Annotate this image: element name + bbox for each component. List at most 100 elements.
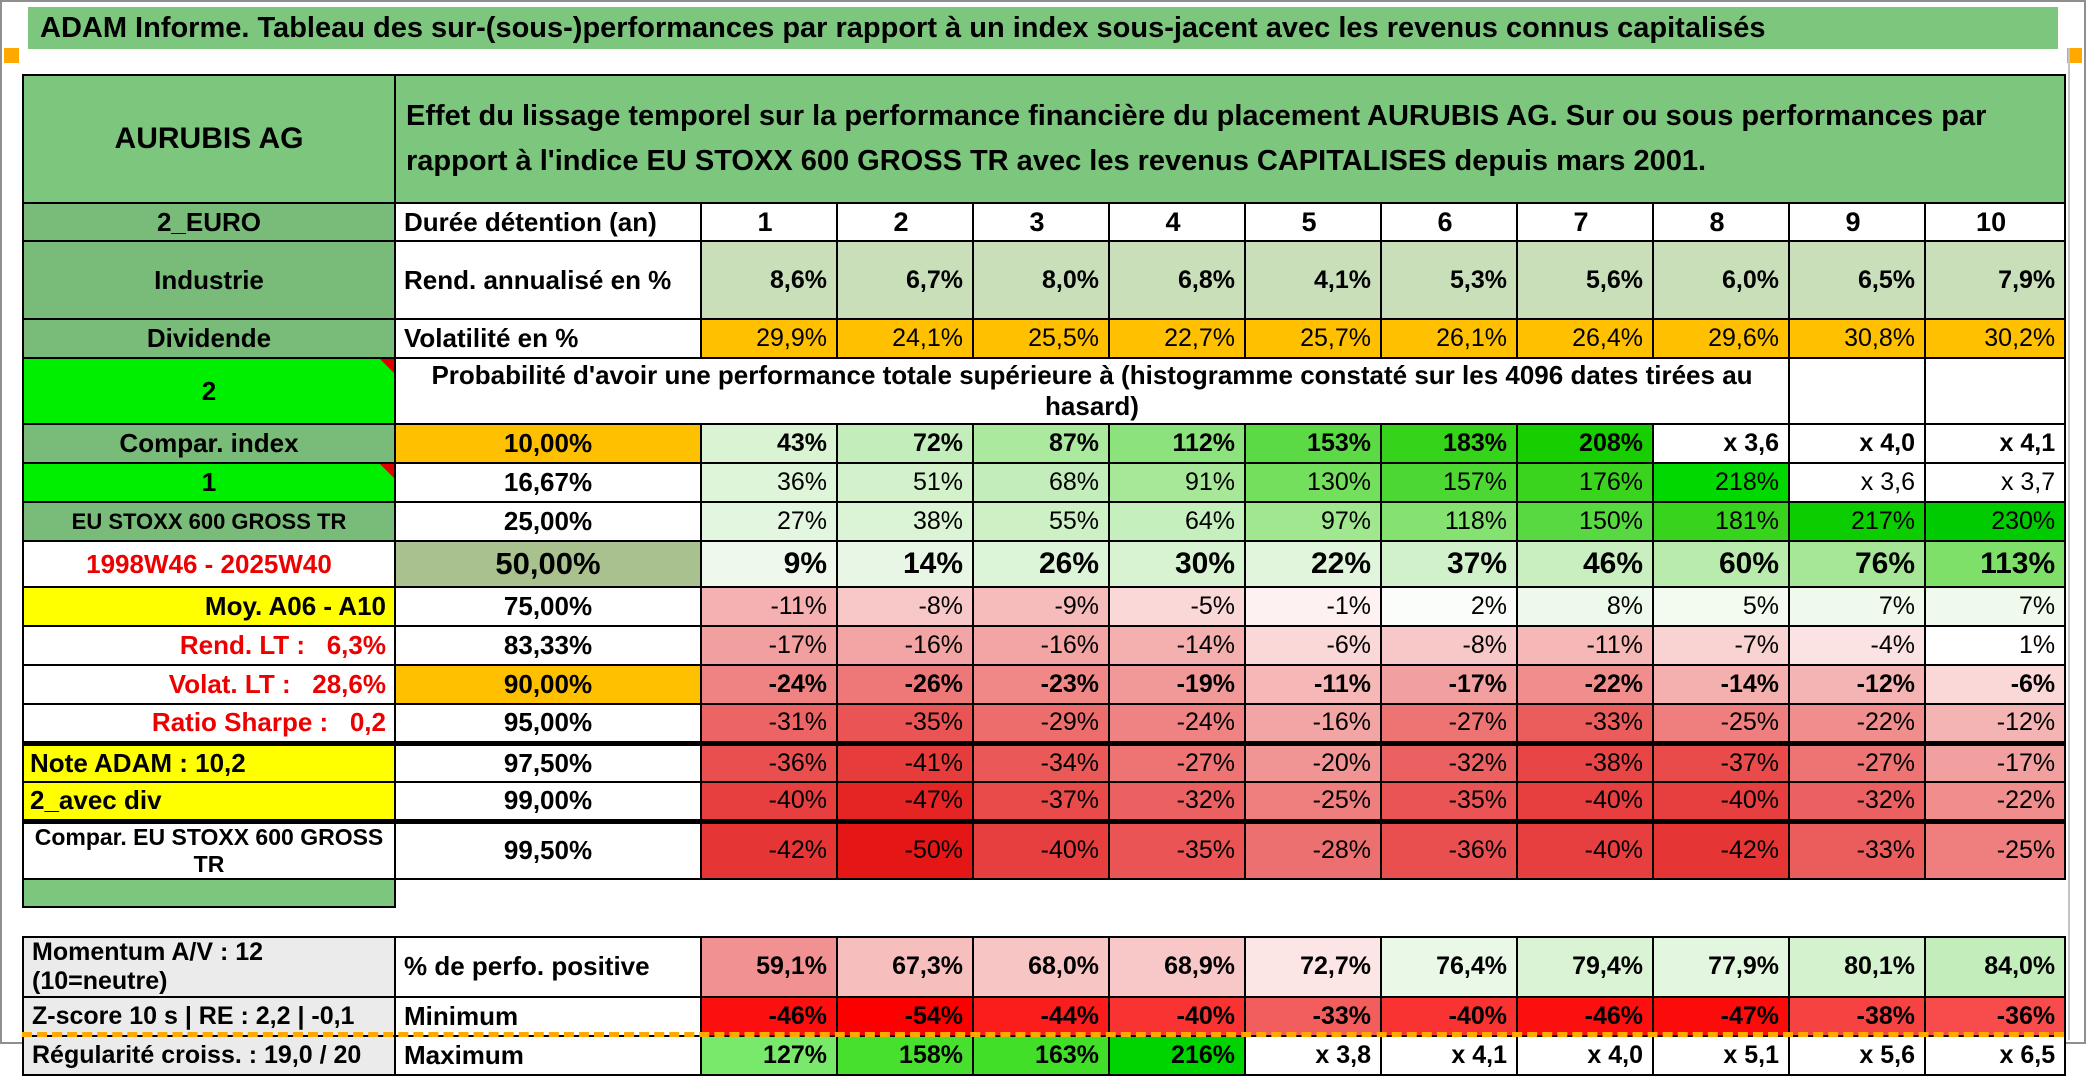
year-header-cell[interactable]: 10 [1923, 202, 2067, 242]
metric-cell[interactable]: 25,00% [394, 501, 702, 542]
value-cell[interactable]: -29% [972, 703, 1110, 744]
value-cell[interactable]: -40% [1516, 818, 1654, 880]
value-cell[interactable]: 38% [836, 501, 974, 542]
year-header-cell[interactable]: 6 [1380, 202, 1518, 242]
value-cell[interactable]: -25% [1652, 703, 1790, 744]
value-cell[interactable]: 37% [1380, 540, 1518, 588]
metric-cell[interactable]: 16,67% [394, 462, 702, 503]
value-cell[interactable]: -37% [972, 781, 1110, 822]
metric-cell[interactable]: Volatilité en % [394, 318, 702, 359]
value-cell[interactable]: 80,1% [1788, 935, 1926, 998]
value-cell[interactable]: 91% [1108, 462, 1246, 503]
value-cell[interactable]: 208% [1516, 423, 1654, 464]
value-cell[interactable]: 72% [836, 423, 974, 464]
row-label-cell[interactable]: EU STOXX 600 GROSS TR [22, 501, 396, 542]
metric-cell[interactable]: 97,50% [394, 740, 702, 783]
security-name-cell[interactable]: AURUBIS AG [22, 74, 396, 204]
value-cell[interactable]: 76,4% [1380, 935, 1518, 998]
value-cell[interactable]: x 5,1 [1652, 1034, 1790, 1076]
value-cell[interactable]: -6% [1923, 664, 2067, 705]
value-cell[interactable]: 26,1% [1380, 318, 1518, 359]
row-label-cell[interactable]: Volat. LT : 28,6% [22, 664, 396, 705]
value-cell[interactable]: -38% [1788, 995, 1926, 1037]
value-cell[interactable]: 29,6% [1652, 318, 1790, 359]
value-cell[interactable]: x 3,8 [1244, 1034, 1382, 1076]
value-cell[interactable]: -8% [836, 586, 974, 627]
row-label-cell[interactable]: Compar. EU STOXX 600 GROSS TR [22, 818, 396, 880]
value-cell[interactable]: -35% [836, 703, 974, 744]
value-cell[interactable]: 59,1% [700, 935, 838, 998]
value-cell[interactable]: -27% [1108, 740, 1246, 783]
value-cell[interactable]: 6,8% [1108, 240, 1246, 320]
value-cell[interactable]: 25,7% [1244, 318, 1382, 359]
value-cell[interactable]: -14% [1652, 664, 1790, 705]
value-cell[interactable]: x 6,5 [1923, 1034, 2067, 1076]
value-cell[interactable]: -47% [1652, 995, 1790, 1037]
metric-cell[interactable]: 83,33% [394, 625, 702, 666]
value-cell[interactable]: 64% [1108, 501, 1246, 542]
value-cell[interactable]: -40% [700, 781, 838, 822]
row-label-cell[interactable]: Z-score 10 s | RE : 2,2 | -0,1 [22, 995, 396, 1037]
value-cell[interactable]: 1% [1923, 625, 2067, 666]
value-cell[interactable]: 5% [1652, 586, 1790, 627]
year-header-cell[interactable]: 2 [836, 202, 974, 242]
probability-note-cell[interactable]: Probabilité d'avoir une performance tota… [394, 357, 1790, 425]
row-label-cell[interactable]: Ratio Sharpe : 0,2 [22, 703, 396, 744]
value-cell[interactable]: -32% [1788, 781, 1926, 822]
value-cell[interactable]: 46% [1516, 540, 1654, 588]
value-cell[interactable]: -37% [1652, 740, 1790, 783]
value-cell[interactable]: -44% [972, 995, 1110, 1037]
value-cell[interactable]: 130% [1244, 462, 1382, 503]
value-cell[interactable]: 24,1% [836, 318, 974, 359]
value-cell[interactable]: 14% [836, 540, 974, 588]
value-cell[interactable]: 6,7% [836, 240, 974, 320]
description-cell[interactable]: Effet du lissage temporel sur la perform… [393, 74, 2067, 204]
value-cell[interactable]: 30% [1108, 540, 1246, 588]
value-cell[interactable]: 5,3% [1380, 240, 1518, 320]
year-header-cell[interactable]: 8 [1652, 202, 1790, 242]
value-cell[interactable]: 22,7% [1108, 318, 1246, 359]
value-cell[interactable]: -12% [1788, 664, 1926, 705]
metric-cell[interactable]: Maximum [394, 1034, 702, 1076]
value-cell[interactable]: -41% [836, 740, 974, 783]
value-cell[interactable]: -40% [1108, 995, 1246, 1037]
value-cell[interactable]: -40% [972, 818, 1110, 880]
value-cell[interactable]: 68,0% [972, 935, 1110, 998]
value-cell[interactable]: -22% [1788, 703, 1926, 744]
value-cell[interactable]: -28% [1244, 818, 1382, 880]
value-cell[interactable]: -19% [1108, 664, 1246, 705]
value-cell[interactable]: 153% [1244, 423, 1382, 464]
empty-cell[interactable] [1923, 357, 2067, 425]
year-header-cell[interactable]: 3 [972, 202, 1110, 242]
value-cell[interactable]: -9% [972, 586, 1110, 627]
value-cell[interactable]: -31% [700, 703, 838, 744]
value-cell[interactable]: 113% [1923, 540, 2067, 588]
value-cell[interactable]: -34% [972, 740, 1110, 783]
value-cell[interactable]: -25% [1923, 818, 2067, 880]
value-cell[interactable]: -12% [1923, 703, 2067, 744]
value-cell[interactable]: -38% [1516, 740, 1654, 783]
metric-cell[interactable]: % de perfo. positive [394, 935, 702, 998]
value-cell[interactable]: -42% [1652, 818, 1790, 880]
value-cell[interactable]: 79,4% [1516, 935, 1654, 998]
value-cell[interactable]: 181% [1652, 501, 1790, 542]
value-cell[interactable]: -50% [836, 818, 974, 880]
year-header-cell[interactable]: 7 [1516, 202, 1654, 242]
value-cell[interactable]: x 3,7 [1923, 462, 2067, 503]
value-cell[interactable]: -40% [1652, 781, 1790, 822]
value-cell[interactable]: 84,0% [1923, 935, 2067, 998]
value-cell[interactable]: 30,8% [1788, 318, 1926, 359]
value-cell[interactable]: -17% [1380, 664, 1518, 705]
metric-cell[interactable]: 99,50% [394, 818, 702, 880]
value-cell[interactable]: 2% [1380, 586, 1518, 627]
value-cell[interactable]: 26,4% [1516, 318, 1654, 359]
value-cell[interactable]: -16% [836, 625, 974, 666]
value-cell[interactable]: -6% [1244, 625, 1382, 666]
value-cell[interactable]: 60% [1652, 540, 1790, 588]
value-cell[interactable]: -20% [1244, 740, 1382, 783]
value-cell[interactable]: 7,9% [1923, 240, 2067, 320]
value-cell[interactable]: -27% [1788, 740, 1926, 783]
value-cell[interactable]: 97% [1244, 501, 1382, 542]
value-cell[interactable]: 183% [1380, 423, 1518, 464]
value-cell[interactable]: -24% [700, 664, 838, 705]
